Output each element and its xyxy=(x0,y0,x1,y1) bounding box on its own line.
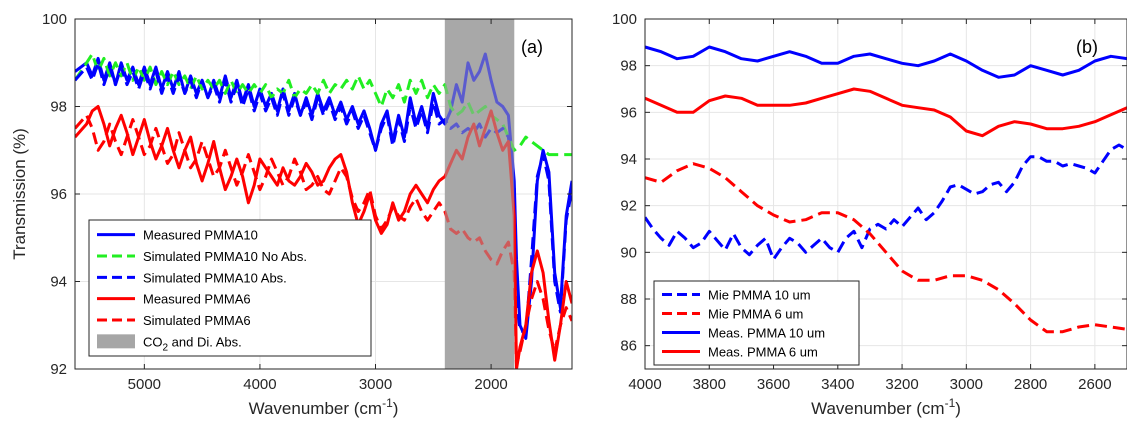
x-tick-label: 3000 xyxy=(950,376,983,393)
y-tick-label: 94 xyxy=(620,151,637,168)
x-tick-label: 5000 xyxy=(128,376,161,393)
legend-label-patch: CO2 and Di. Abs. xyxy=(143,334,242,353)
legend-label: Measured PMMA6 xyxy=(143,292,251,307)
shaded-region-overlay xyxy=(444,19,515,369)
y-tick-label: 92 xyxy=(620,198,637,215)
legend-label: Meas. PMMA 6 um xyxy=(708,345,818,360)
y-tick-label: 96 xyxy=(50,186,67,203)
chart-panel-a: 5000 4000 3000 2000 92 94 96 98 100 Wavenumber (c… xyxy=(10,11,573,418)
x-tick-label: 3600 xyxy=(757,376,790,393)
x-axis-label: Wavenumber (cm-1) xyxy=(249,396,399,418)
legend-label: Measured PMMA10 xyxy=(143,228,258,243)
x-tick-label: 2600 xyxy=(1078,376,1111,393)
legend-box xyxy=(88,219,372,357)
y-tick-label: 90 xyxy=(620,244,637,261)
series-line-3 xyxy=(645,87,1127,138)
series-line-0 xyxy=(645,143,1127,261)
legend-label: Mie PMMA 6 um xyxy=(708,307,803,322)
chart-panel-b: 4000 3800 3600 3400 3200 3000 2800 2600 86 88 90 92… xyxy=(612,11,1127,418)
x-tick-label: 3000 xyxy=(359,376,392,393)
series-line-4 xyxy=(75,113,572,367)
y-axis-label: Transmission (%) xyxy=(10,128,29,260)
legend-label: Mie PMMA 10 um xyxy=(708,288,811,303)
y-tick-label: 100 xyxy=(42,11,67,28)
x-axis-label: Wavenumber (cm-1) xyxy=(811,396,961,418)
x-tick-label: 4000 xyxy=(243,376,276,393)
x-tick-label: 3200 xyxy=(885,376,918,393)
x-tick-label: 3800 xyxy=(693,376,726,393)
x-tick-label: 2000 xyxy=(474,376,507,393)
axes-box xyxy=(644,18,1127,370)
y-tick-label: 98 xyxy=(620,58,637,75)
y-tick-label: 96 xyxy=(620,104,637,121)
panel-label: (a) xyxy=(521,37,543,57)
series-line-1 xyxy=(645,162,1127,334)
y-tick-label: 88 xyxy=(620,291,637,308)
series-group xyxy=(645,45,1127,334)
x-tick-label: 4000 xyxy=(628,376,661,393)
legend-label: Simulated PMMA10 Abs. xyxy=(143,270,287,285)
x-tick-label: 3400 xyxy=(821,376,854,393)
legend-label: Simulated PMMA10 No Abs. xyxy=(143,249,307,264)
legend-swatch-patch xyxy=(97,334,135,349)
y-tick-label: 86 xyxy=(620,338,637,355)
x-tick-label: 2800 xyxy=(1014,376,1047,393)
panel-label: (b) xyxy=(1076,37,1098,57)
legend: Mie PMMA 10 um Mie PMMA 6 um Meas. PMMA 10… xyxy=(653,280,860,366)
series-line-2 xyxy=(645,45,1127,79)
y-tick-label: 94 xyxy=(50,274,67,291)
y-tick-label: 92 xyxy=(50,361,67,378)
legend-label: Meas. PMMA 10 um xyxy=(708,326,825,341)
y-tick-label: 98 xyxy=(50,99,67,116)
y-tick-label: 100 xyxy=(612,11,637,28)
legend-label: Simulated PMMA6 xyxy=(143,313,251,328)
legend: Measured PMMA10 Simulated PMMA10 No Abs. S… xyxy=(88,219,372,357)
